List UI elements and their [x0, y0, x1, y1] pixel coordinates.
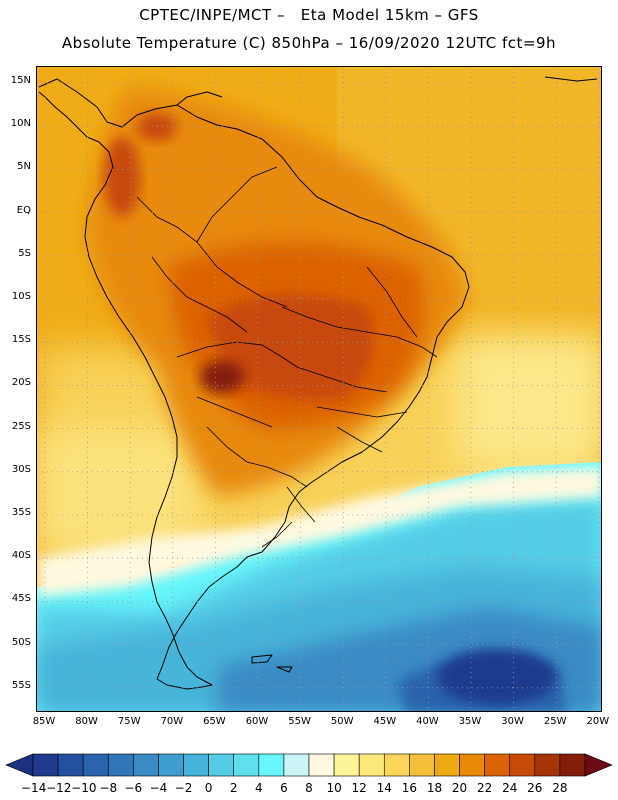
colorbar-segment — [509, 753, 536, 777]
colorbar-segment — [107, 753, 134, 777]
colorbar-tick-label: −8 — [99, 781, 118, 795]
longitude-tick-label: 45W — [373, 716, 397, 727]
chart-subtitle: Absolute Temperature (C) 850hPa – 16/09/… — [61, 34, 557, 52]
latitude-tick-label: 5N — [17, 161, 31, 173]
latitude-tick-label: 40S — [11, 550, 31, 562]
latitude-tick-label: 30S — [11, 463, 31, 475]
longitude-tick-label: 85W — [32, 716, 56, 727]
longitude-tick-label: 50W — [330, 716, 354, 727]
colorbar-tick-label: −14 — [21, 781, 47, 795]
longitude-tick-label: 55W — [288, 716, 311, 727]
longitude-tick-label: 20W — [586, 716, 610, 727]
colorbar-tick-label: 20 — [451, 781, 468, 795]
colorbar-segment — [534, 753, 561, 777]
latitude-tick-label: 15N — [10, 75, 31, 86]
latitude-tick-label: 25S — [11, 420, 31, 432]
colorbar-segment — [133, 753, 159, 777]
longitude-tick-label: 80W — [75, 716, 98, 727]
colorbar-tick-label: −12 — [46, 781, 72, 795]
longitude-tick-label: 30W — [501, 716, 524, 727]
longitude-tick-label: 60W — [245, 716, 269, 727]
colorbar-tick-label: −4 — [149, 781, 168, 795]
colorbar-segment — [459, 753, 485, 777]
colorbar-segment — [158, 753, 184, 777]
colorbar-segment — [57, 753, 84, 777]
colorbar-segment — [82, 753, 109, 777]
colorbar-segment — [559, 753, 586, 777]
latitude-tick-label: 5S — [18, 247, 31, 259]
colorbar-segment — [333, 753, 360, 777]
colorbar-segment — [32, 753, 59, 777]
colorbar-tick-label: 0 — [204, 781, 213, 795]
temperature-map — [36, 66, 602, 712]
longitude-tick-label: 40W — [416, 716, 439, 727]
colorbar-tick-label: −6 — [124, 781, 143, 795]
longitude-tick-label: 25W — [543, 716, 567, 727]
longitude-tick-label: 35W — [458, 716, 482, 727]
latitude-tick-label: 55S — [11, 679, 31, 691]
longitude-tick-label: 70W — [160, 716, 184, 727]
colorbar-segment — [409, 753, 435, 777]
coastlines — [38, 76, 598, 690]
colorbar-segment — [233, 753, 260, 777]
colorbar-tick-label: 4 — [254, 781, 263, 795]
latitude-tick-label: 10S — [11, 291, 31, 302]
latitude-tick-label: 50S — [11, 636, 31, 648]
longitude-tick-label: 65W — [203, 716, 226, 727]
colorbar-low-arrow — [5, 753, 34, 777]
latitude-tick-label: 20S — [11, 377, 31, 389]
latitude-tick-label: 35S — [11, 507, 31, 518]
colorbar-segment — [434, 753, 460, 777]
colorbar-segment — [484, 753, 511, 777]
colorbar-segment — [258, 753, 285, 777]
colorbar-tick-label: 14 — [376, 781, 392, 795]
colorbar-high-arrow — [584, 753, 613, 777]
map-canvas — [37, 67, 601, 711]
colorbar — [5, 753, 613, 777]
colorbar-segment — [208, 753, 235, 777]
latitude-tick-label: 45S — [11, 593, 31, 605]
country-borders — [136, 166, 438, 548]
colorbar-tick-label: 26 — [527, 781, 543, 795]
colorbar-segment — [183, 753, 209, 777]
colorbar-tick-label: 28 — [552, 781, 568, 795]
colorbar-tick-label: 10 — [326, 781, 342, 795]
colorbar-tick-label: 18 — [426, 781, 443, 795]
colorbar-tick-label: −10 — [71, 781, 97, 795]
colorbar-tick-label: 8 — [305, 781, 313, 795]
colorbar-tick-label: 12 — [351, 781, 367, 795]
latitude-tick-label: 15S — [11, 334, 31, 346]
temperature-field — [37, 67, 601, 711]
colorbar-tick-label: 6 — [280, 781, 288, 795]
colorbar-tick-label: 2 — [229, 781, 238, 795]
longitude-tick-label: 75W — [117, 716, 141, 727]
latitude-tick-label: EQ — [16, 204, 31, 216]
colorbar-tick-label: 22 — [476, 781, 493, 795]
colorbar-tick-label: −2 — [174, 781, 193, 795]
latitude-tick-label: 10N — [10, 118, 31, 130]
colorbar-tick-label: 24 — [502, 781, 518, 795]
colorbar-segment — [383, 753, 410, 777]
colorbar-segment — [358, 753, 385, 777]
chart-title: CPTEC/INPE/MCT – Eta Model 15km – GFS — [139, 6, 479, 24]
colorbar-tick-label: 16 — [401, 781, 417, 795]
colorbar-segment — [308, 753, 335, 777]
colorbar-segment — [283, 753, 310, 777]
